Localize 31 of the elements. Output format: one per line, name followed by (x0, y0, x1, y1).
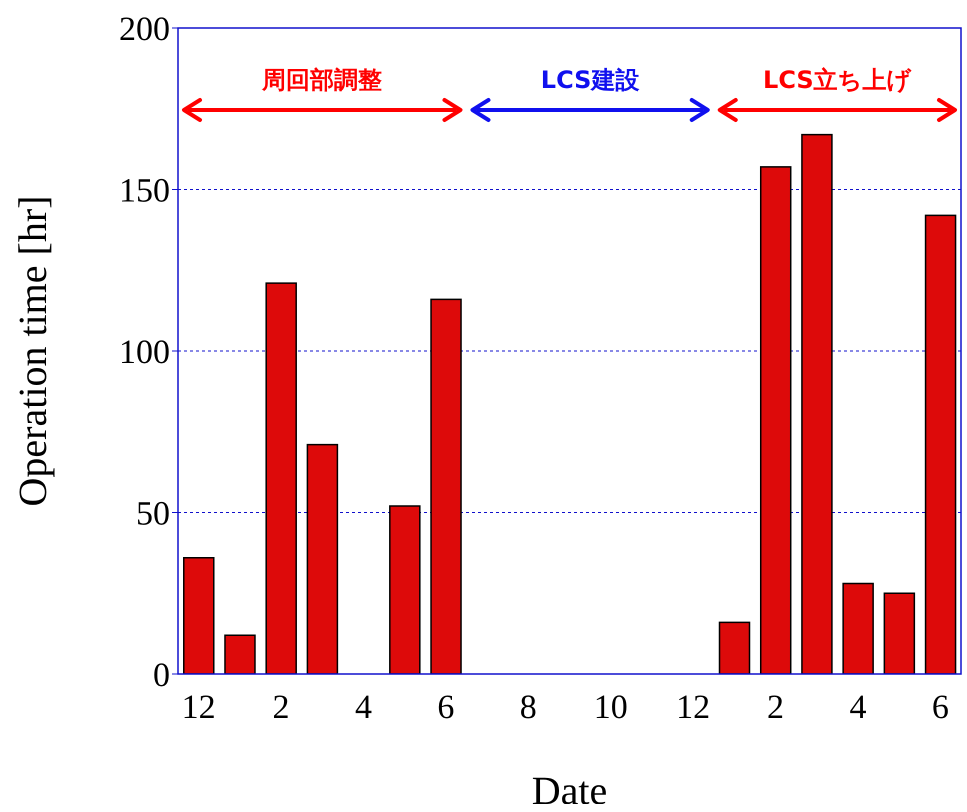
annotation: 周回部調整 (261, 66, 382, 94)
annotation: LCS立ち上げ (763, 66, 913, 94)
y-tick-label: 100 (119, 334, 170, 372)
bar (884, 592, 916, 674)
x-tick-label: 12 (676, 689, 710, 726)
bar (760, 166, 792, 674)
x-tick-label: 6 (932, 689, 949, 726)
y-tick-label: 0 (153, 657, 170, 694)
bar (389, 505, 421, 674)
x-tick-label: 8 (520, 689, 537, 726)
x-tick-label: 12 (182, 689, 216, 726)
x-tick-label: 4 (354, 689, 372, 726)
y-axis-title: Operation time [hr] (10, 196, 56, 506)
bar (430, 298, 462, 674)
y-tick-label: 150 (119, 172, 170, 210)
bar (265, 282, 297, 674)
bar (718, 622, 750, 674)
bar (801, 134, 833, 674)
bar (306, 444, 338, 674)
x-tick-label: 6 (437, 689, 454, 726)
bar (924, 214, 956, 674)
bar (183, 556, 215, 674)
annotation: LCS建設 (540, 66, 640, 94)
bar (224, 634, 256, 674)
y-tick-label: 50 (136, 496, 170, 533)
x-tick-label: 2 (272, 689, 290, 726)
bar (842, 582, 874, 674)
x-tick-label: 4 (849, 689, 866, 726)
y-tick-label: 200 (119, 11, 170, 48)
x-tick-label: 2 (767, 689, 784, 726)
x-tick-label: 10 (594, 689, 628, 726)
